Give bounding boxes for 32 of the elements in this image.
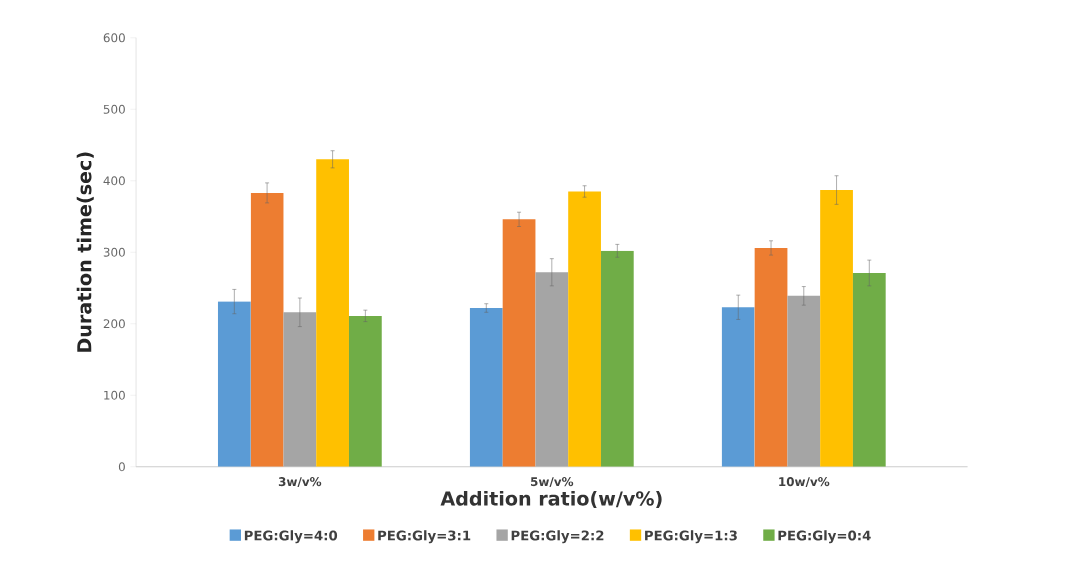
- bar: [469, 308, 503, 467]
- legend-label: PEG:Gly=0:4: [778, 530, 871, 544]
- bar: [852, 272, 886, 467]
- bar: [721, 307, 755, 467]
- y-tick-label: 600: [103, 33, 125, 43]
- bar: [820, 190, 853, 467]
- legend-label: PEG:Gly=1:3: [645, 530, 737, 544]
- bar: [250, 192, 284, 467]
- x-tick-label: 10w/v%: [779, 477, 830, 488]
- bar: [502, 219, 536, 467]
- y-tick-label: 500: [103, 104, 125, 114]
- x-axis-title: Addition ratio(w/v%): [440, 490, 662, 508]
- y-tick-label: 400: [103, 176, 125, 186]
- x-tick-label: 5w/v%: [530, 477, 574, 488]
- bar: [217, 301, 251, 467]
- bar: [600, 250, 634, 467]
- legend-label: PEG:Gly=4:0: [244, 530, 338, 544]
- y-tick-label: 100: [104, 390, 125, 400]
- bar: [754, 247, 788, 467]
- bar: [535, 272, 569, 467]
- y-tick-label: 0: [118, 462, 125, 472]
- bar: [283, 312, 317, 467]
- bar: [568, 191, 601, 467]
- x-tick-label: 3w/v%: [278, 477, 322, 488]
- legend-label: PEG:Gly=3:1: [378, 530, 471, 544]
- legend-label: PEG:Gly=2:2: [511, 530, 604, 544]
- y-tick-label: 200: [103, 319, 125, 329]
- y-tick-label: 300: [103, 247, 125, 257]
- bar: [316, 159, 349, 467]
- bar: [787, 295, 821, 467]
- bar: [348, 315, 382, 467]
- y-axis-title: Duration time(sec): [76, 152, 94, 352]
